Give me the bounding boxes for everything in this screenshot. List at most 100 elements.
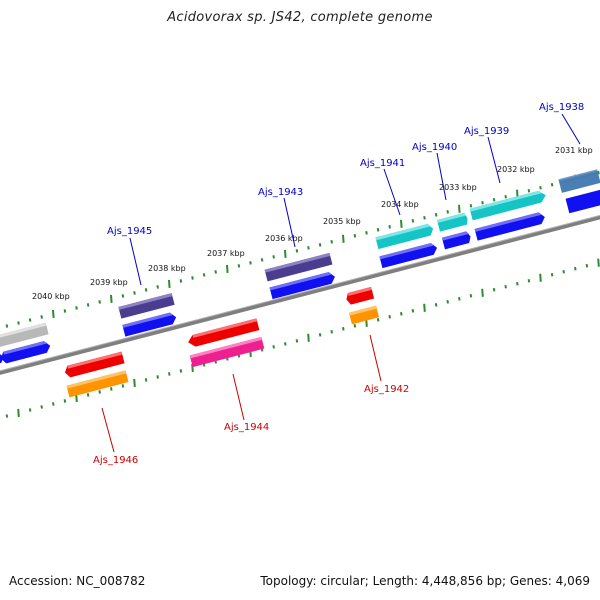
minor-tick <box>411 309 415 313</box>
gene-partial-blue[interactable] <box>0 340 52 364</box>
minor-tick <box>504 284 507 289</box>
accession-text: Accession: NC_008782 <box>9 574 146 588</box>
minor-tick <box>272 345 275 349</box>
minor-tick <box>28 408 32 412</box>
scale-label-2032: 2032 kbp <box>497 165 535 174</box>
minor-tick <box>342 327 345 331</box>
gene-partial-gray[interactable] <box>0 322 49 348</box>
minor-tick <box>156 375 159 379</box>
minor-tick <box>504 194 507 199</box>
gene-partial-blue-edge[interactable] <box>0 352 5 366</box>
gene-ajs-1946-product[interactable] <box>66 370 129 398</box>
major-tick <box>458 204 461 213</box>
minor-tick <box>330 330 333 334</box>
minor-tick <box>179 369 183 373</box>
gene-ajs-1944-product[interactable] <box>189 336 265 368</box>
gene-ajs-1945-product[interactable] <box>122 311 177 337</box>
gene-ajs-1938[interactable] <box>558 169 600 193</box>
minor-tick <box>249 261 252 265</box>
minor-tick <box>388 225 391 229</box>
minor-tick <box>434 303 438 307</box>
minor-tick <box>191 276 194 280</box>
gene-ajs-1946[interactable] <box>63 351 125 379</box>
minor-tick <box>597 170 600 175</box>
map-title: Acidovorax sp. JS42, complete genome <box>167 10 433 25</box>
gene-label-ajs-1943[interactable]: Ajs_1943 <box>258 187 303 198</box>
minor-tick <box>318 243 322 247</box>
minor-tick <box>446 300 449 304</box>
genome-backbone <box>0 215 600 375</box>
major-tick <box>284 249 287 258</box>
leader-ajs-1946 <box>101 407 115 453</box>
minor-tick <box>492 287 496 292</box>
minor-tick <box>237 264 241 268</box>
leader-ajs-1940 <box>436 152 447 201</box>
reverse-strand-genes <box>63 286 380 398</box>
leader-ajs-1943 <box>283 197 296 248</box>
gene-ajs-1941-product[interactable] <box>379 242 438 269</box>
gene-label-ajs-1939[interactable]: Ajs_1939 <box>464 126 509 137</box>
scale-ticks <box>5 170 600 418</box>
gene-label-ajs-1945[interactable]: Ajs_1945 <box>107 226 152 237</box>
minor-tick <box>458 296 461 301</box>
minor-tick <box>156 285 159 289</box>
scale-label-2035: 2035 kbp <box>323 217 361 226</box>
minor-tick <box>318 333 322 337</box>
gene-ajs-1938-product[interactable] <box>565 189 600 214</box>
gene-ajs-1945[interactable] <box>118 293 175 319</box>
gene-ajs-1943[interactable] <box>264 252 333 282</box>
minor-tick <box>86 393 90 397</box>
minor-tick <box>98 390 101 394</box>
major-tick <box>110 294 113 304</box>
gene-label-ajs-1944[interactable]: Ajs_1944 <box>224 422 269 433</box>
minor-tick <box>481 200 484 205</box>
minor-tick <box>550 182 554 187</box>
leader-ajs-1944 <box>232 373 245 421</box>
gene-label-ajs-1946[interactable]: Ajs_1946 <box>93 455 138 466</box>
minor-tick <box>284 342 287 346</box>
major-tick <box>597 258 600 267</box>
gene-ajs-1941[interactable] <box>375 223 434 250</box>
gene-ajs-1939-product[interactable] <box>474 211 547 241</box>
major-tick <box>52 309 55 319</box>
gene-ajs-1942[interactable] <box>345 286 375 305</box>
leader-ajs-1945 <box>129 237 142 286</box>
minor-tick <box>365 231 368 235</box>
minor-tick <box>353 234 357 238</box>
gene-ajs-1942-product[interactable] <box>348 305 380 325</box>
gene-ajs-1940-product[interactable] <box>441 231 472 250</box>
minor-tick <box>376 318 380 322</box>
minor-tick <box>121 384 125 388</box>
scale-label-2031: 2031 kbp <box>555 146 593 155</box>
gene-label-ajs-1940[interactable]: Ajs_1940 <box>412 142 457 153</box>
scale-label-2033: 2033 kbp <box>439 183 477 192</box>
minor-tick <box>388 315 391 319</box>
minor-tick <box>527 278 531 283</box>
minor-tick <box>5 414 9 418</box>
gene-label-ajs-1942[interactable]: Ajs_1942 <box>364 384 409 395</box>
minor-tick <box>5 324 9 328</box>
minor-tick <box>446 210 449 214</box>
minor-tick <box>353 324 357 328</box>
gene-ajs-1940[interactable] <box>436 212 469 232</box>
gene-ajs-1944[interactable] <box>187 318 260 348</box>
minor-tick <box>40 405 43 409</box>
gene-label-ajs-1938[interactable]: Ajs_1938 <box>539 102 584 113</box>
gene-label-ajs-1941[interactable]: Ajs_1941 <box>360 158 405 169</box>
minor-tick <box>585 263 589 268</box>
minor-tick <box>110 387 113 391</box>
minor-tick <box>492 197 496 202</box>
minor-tick <box>75 306 78 310</box>
minor-tick <box>295 339 299 343</box>
major-tick <box>423 303 426 312</box>
major-tick <box>307 333 310 342</box>
minor-tick <box>516 281 519 286</box>
minor-tick <box>562 269 565 274</box>
minor-tick <box>434 213 438 217</box>
gene-ajs-1943-product[interactable] <box>269 271 337 300</box>
leader-ajs-1938 <box>561 113 581 145</box>
backbone-highlight <box>0 214 600 372</box>
gene-ajs-1939[interactable] <box>469 189 548 221</box>
minor-tick <box>272 255 275 259</box>
